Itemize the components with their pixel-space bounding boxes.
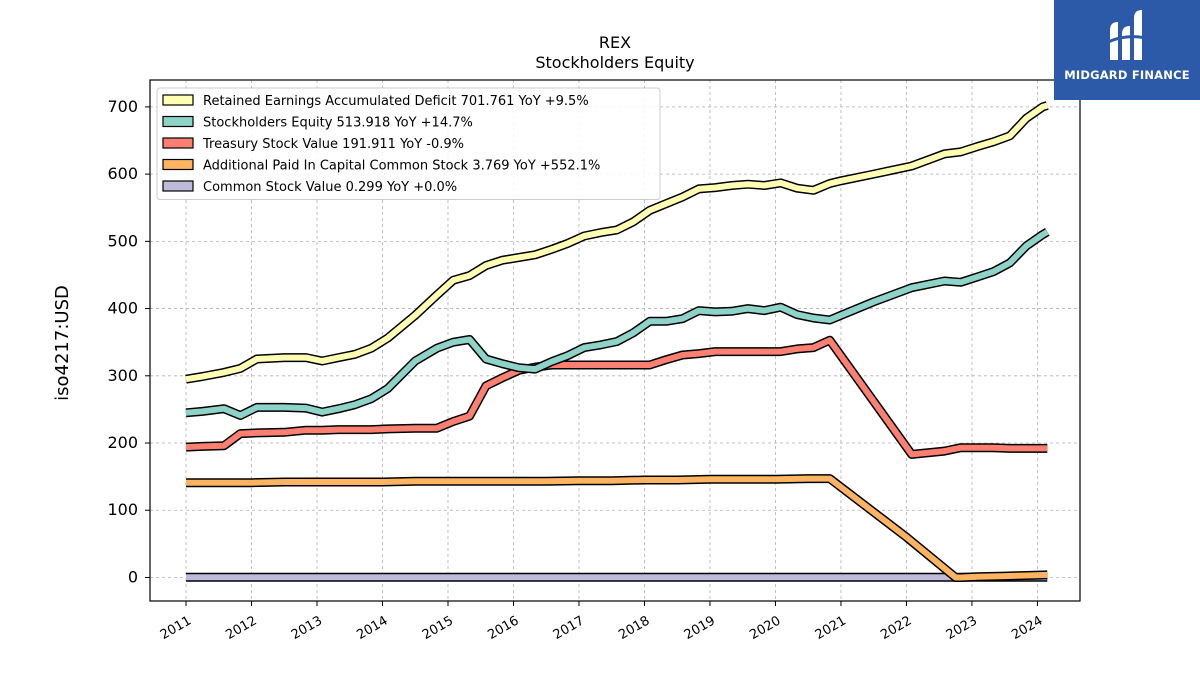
- legend-swatch: [162, 180, 194, 192]
- x-tick-label: 2013: [289, 613, 325, 643]
- legend-swatch: [162, 158, 194, 171]
- logo-text: MIDGARD FINANCE: [1064, 68, 1190, 82]
- y-tick-label: 100: [107, 500, 138, 519]
- legend-swatch: [162, 115, 194, 128]
- chart-subtitle: Stockholders Equity: [535, 53, 694, 72]
- x-tick-label: 2015: [420, 613, 456, 643]
- x-tick-label: 2011: [158, 613, 194, 643]
- y-tick-label: 700: [107, 97, 138, 116]
- legend-entry: Treasury Stock Value 191.911 YoY -0.9%: [202, 137, 464, 152]
- legend-swatch: [162, 94, 194, 106]
- series-line: [185, 337, 1048, 458]
- y-tick-label: 0: [128, 567, 138, 586]
- legend-entry: Common Stock Value 0.299 YoY +0.0%: [203, 180, 457, 195]
- y-axis: 0 100 200 300 400 500 600 700: [107, 97, 150, 586]
- x-tick-label: 2022: [878, 613, 914, 643]
- x-tick-label: 2019: [682, 613, 718, 643]
- x-tick-label: 2014: [354, 613, 390, 643]
- series-line: [185, 102, 1049, 383]
- y-tick-label: 400: [107, 299, 138, 318]
- legend: Retained Earnings Accumulated Deficit 70…: [156, 87, 661, 200]
- x-tick-label: 2018: [616, 613, 652, 643]
- x-axis: 2011 2012 2013 2014 2015 2016 2017 2018 2019 2020…: [158, 601, 1045, 643]
- series-line-outline: [186, 474, 1048, 582]
- series-layer: [185, 101, 1050, 582]
- logo-mark-icon: [1107, 10, 1147, 60]
- y-tick-label: 500: [107, 231, 138, 250]
- logo: MIDGARD FINANCE: [1054, 0, 1200, 100]
- y-axis-label: iso4217:USD: [52, 285, 73, 401]
- y-tick-label: 200: [107, 433, 138, 452]
- x-tick-label: 2021: [813, 613, 849, 643]
- x-tick-label: 2012: [223, 613, 259, 643]
- plot-frame: [149, 79, 1081, 602]
- legend-entry: Additional Paid In Capital Common Stock …: [203, 159, 600, 174]
- series-line: [186, 475, 1048, 581]
- series-line: [185, 229, 1049, 419]
- y-tick-label: 600: [107, 164, 138, 183]
- legend-swatch: [162, 137, 194, 149]
- legend-box: [156, 87, 661, 200]
- x-tick-label: 2023: [944, 613, 980, 643]
- x-tick-label: 2020: [747, 613, 783, 643]
- x-tick-label: 2024: [1009, 613, 1045, 643]
- legend-entry: Stockholders Equity 513.918 YoY +14.7%: [203, 116, 473, 131]
- series-line-outline: [185, 228, 1050, 420]
- legend-entry: Retained Earnings Accumulated Deficit 70…: [203, 94, 589, 109]
- x-tick-label: 2017: [551, 613, 587, 643]
- x-tick-label: 2016: [485, 613, 521, 643]
- y-tick-label: 300: [107, 366, 138, 385]
- chart-title: REX: [599, 33, 631, 52]
